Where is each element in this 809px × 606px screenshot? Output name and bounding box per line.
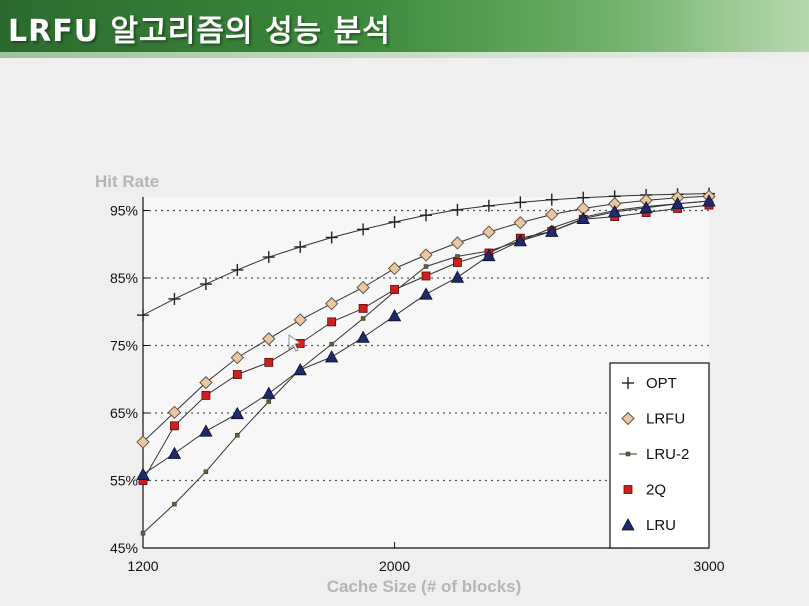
data-point-q2 [390, 285, 399, 294]
data-point-lru2 [140, 530, 146, 536]
data-point-lru2 [329, 341, 334, 347]
title-underline [0, 52, 809, 58]
legend-marker-lrfu [621, 411, 635, 426]
data-point-lru2 [360, 316, 366, 321]
data-point-q2 [358, 303, 368, 313]
legend-marker-lru [621, 518, 635, 531]
data-point-q2 [170, 421, 179, 431]
data-point-q2 [232, 370, 242, 379]
data-point-lrfu [450, 236, 465, 250]
legend-label-q2: 2Q [646, 482, 666, 499]
data-point-lrfu [199, 375, 213, 390]
data-point-opt [451, 203, 464, 216]
data-point-lru [419, 287, 433, 300]
data-point-opt [420, 209, 432, 222]
data-point-q2 [421, 271, 431, 281]
data-point-lrfu [167, 405, 182, 419]
data-point-lru2 [203, 469, 209, 474]
data-point-lru [482, 248, 496, 262]
x-tick-label: 2000 [379, 558, 410, 574]
data-point-lru [356, 330, 370, 343]
data-point-opt [137, 309, 149, 322]
data-point-lru2 [423, 264, 429, 269]
data-point-opt [357, 223, 370, 236]
series-lrfu [136, 189, 716, 449]
data-point-lrfu [325, 297, 339, 311]
y-tick-label: 65% [110, 405, 138, 421]
data-point-lrfu [136, 435, 150, 449]
legend-label-opt: OPT [646, 375, 677, 392]
legend-label-lru2: LRU-2 [646, 446, 689, 463]
data-point-opt [577, 191, 590, 204]
data-point-lru2 [172, 501, 177, 507]
data-point-opt [325, 231, 338, 244]
x-axis-title: Cache Size (# of blocks) [327, 577, 522, 596]
data-point-lru [199, 424, 213, 437]
data-point-lru [167, 446, 182, 459]
series-lru [136, 194, 716, 480]
data-point-lrfu [545, 207, 559, 222]
data-point-opt [231, 263, 244, 276]
data-point-opt [514, 196, 527, 209]
data-point-lrfu [293, 313, 307, 327]
data-point-lru2 [266, 399, 272, 404]
legend-marker-opt [622, 377, 634, 389]
data-point-lrfu [482, 225, 496, 239]
slide-title: LRFU 알고리즘의 성능 분석 [8, 14, 391, 49]
data-point-opt [482, 199, 495, 212]
cursor-icon [288, 334, 301, 352]
data-point-lru [639, 200, 653, 214]
data-point-lru2 [235, 433, 240, 438]
legend-label-lrfu: LRFU [646, 411, 685, 428]
y-tick-label: 45% [110, 540, 138, 556]
data-point-opt [545, 193, 558, 206]
data-point-lru [513, 234, 528, 247]
y-tick-label: 95% [110, 203, 138, 219]
y-tick-label: 55% [110, 473, 138, 489]
data-point-lrfu [262, 332, 276, 346]
legend-marker-lru2 [625, 451, 631, 457]
data-point-lru [230, 406, 245, 420]
y-axis-title: Hit Rate [95, 172, 159, 191]
data-point-lru [670, 196, 685, 210]
data-point-lrfu [513, 216, 527, 230]
data-point-lrfu [387, 261, 402, 276]
data-point-q2 [201, 391, 211, 400]
legend-label-lru: LRU [646, 517, 676, 534]
data-point-lru [545, 224, 559, 237]
legend: OPT LRFU LRU-2 2Q LRU [609, 362, 710, 549]
data-point-lrfu [419, 248, 433, 262]
data-point-opt [199, 278, 212, 291]
data-point-lru [607, 205, 622, 218]
data-point-lru [450, 270, 465, 283]
data-point-opt [168, 292, 181, 305]
data-point-lrfu [230, 351, 244, 365]
data-point-lru [324, 350, 339, 363]
data-point-opt [294, 240, 307, 253]
y-tick-label: 75% [110, 338, 138, 354]
data-point-lru [136, 467, 150, 480]
data-point-lru2 [455, 254, 460, 259]
x-tick-label: 1200 [127, 558, 158, 574]
title-bar: LRFU 알고리즘의 성능 분석 [0, 0, 809, 52]
data-point-lru [293, 362, 307, 376]
data-point-lru [262, 386, 276, 399]
data-point-lru [387, 308, 402, 322]
data-point-lru [576, 211, 590, 225]
data-point-q2 [327, 317, 337, 327]
data-point-q2 [453, 258, 462, 267]
data-point-lru [702, 194, 716, 207]
data-point-opt [388, 215, 401, 228]
data-point-opt [262, 251, 275, 264]
series-opt [137, 187, 715, 322]
legend-marker-q2 [623, 485, 633, 494]
x-tick-label: 3000 [693, 558, 724, 574]
data-point-q2 [264, 357, 274, 367]
data-point-lrfu [356, 280, 370, 295]
y-tick-label: 85% [110, 270, 138, 286]
